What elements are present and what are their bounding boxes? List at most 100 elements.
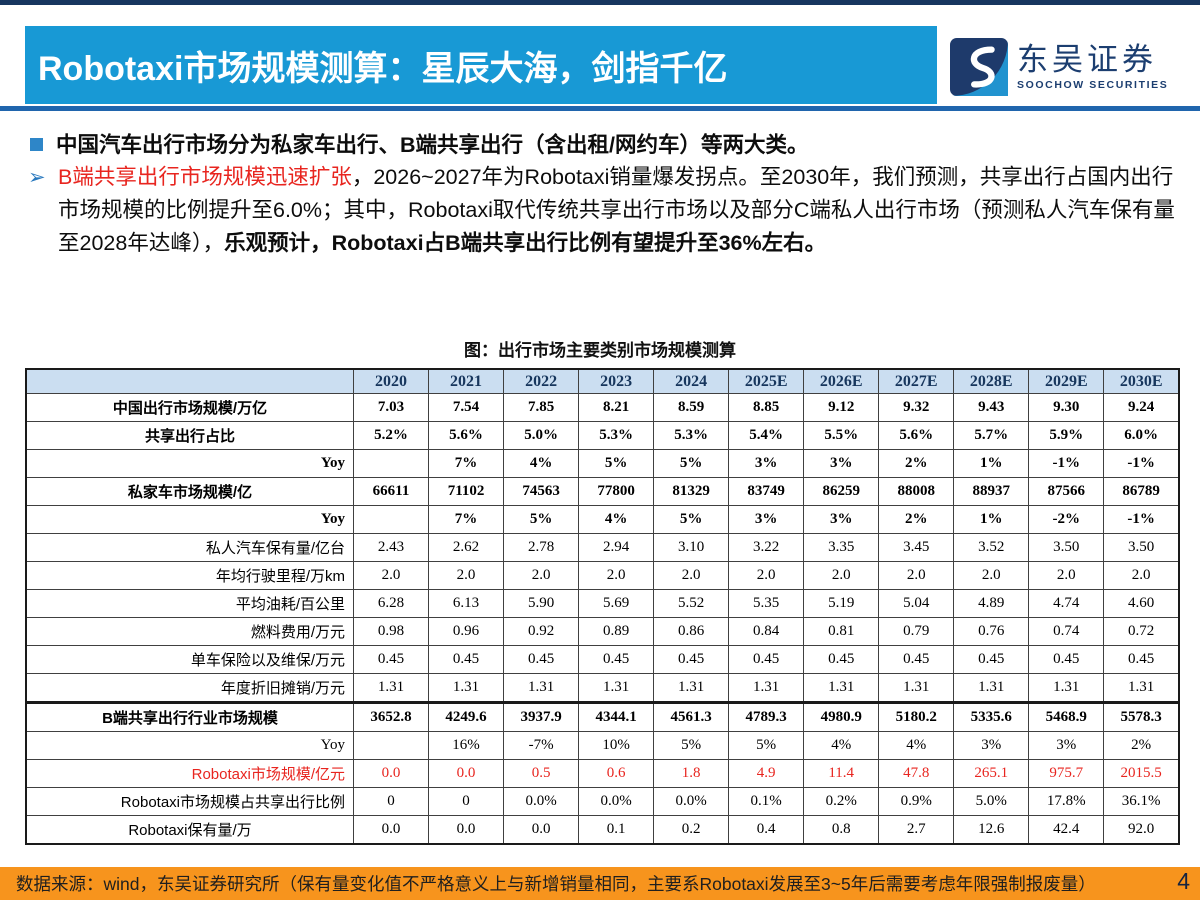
- table-cell: -1%: [1028, 449, 1105, 478]
- table-cell: 3652.8: [352, 701, 430, 732]
- table-cell: 0.9%: [878, 787, 955, 816]
- row-label: 共享出行占比: [25, 421, 354, 450]
- table-cell: 87566: [1028, 477, 1105, 506]
- table-cell: 2%: [1103, 731, 1180, 760]
- table-cell: 6.28: [352, 589, 430, 618]
- table-cell: 0.0%: [578, 787, 655, 816]
- table-cell: 0.79: [878, 617, 955, 646]
- table-row: 中国出行市场规模/万亿 7.03 7.54 7.85 8.21 8.59 8.85 9.12 9…: [25, 393, 1180, 422]
- page-title: Robotaxi市场规模测算：星辰大海，剑指千亿: [38, 49, 728, 88]
- table-cell: 9.43: [953, 393, 1030, 422]
- table-cell: 9.24: [1103, 393, 1180, 422]
- table-cell: 10%: [578, 731, 655, 760]
- table-cell: 0.45: [352, 645, 430, 674]
- table-cell: 7.03: [352, 393, 430, 422]
- row-label: B端共享出行行业市场规模: [25, 701, 354, 732]
- table-cell: 0.72: [1103, 617, 1180, 646]
- table-cell: 1.31: [428, 673, 505, 703]
- table-cell: 4%: [878, 731, 955, 760]
- table-cell: 4%: [578, 505, 655, 534]
- table-cell: 11.4: [803, 759, 880, 788]
- table-cell: 5.90: [503, 589, 580, 618]
- table-cell: 17.8%: [1028, 787, 1105, 816]
- arrow-bullet-icon: ➢: [28, 166, 46, 189]
- table-cell: 5%: [653, 505, 730, 534]
- row-label: Robotaxi市场规模/亿元: [25, 759, 354, 788]
- table-cell: 42.4: [1028, 815, 1105, 845]
- table-cell: 0.0%: [653, 787, 730, 816]
- row-label: Yoy: [25, 505, 354, 534]
- year-header: 2026E: [803, 368, 880, 394]
- year-header: 2020: [352, 368, 430, 394]
- table-cell: 1%: [953, 449, 1030, 478]
- table-cell: 7%: [428, 505, 505, 534]
- table-cell: -7%: [503, 731, 580, 760]
- table-cell: 0.1%: [728, 787, 805, 816]
- table-cell: 83749: [728, 477, 805, 506]
- table-cell: 5.69: [578, 589, 655, 618]
- table-cell: 1.31: [578, 673, 655, 703]
- table-cell: 7.85: [503, 393, 580, 422]
- table-cell: 0.0: [428, 759, 505, 788]
- table-cell: 2.0: [953, 561, 1030, 590]
- table-cell: 265.1: [953, 759, 1030, 788]
- table-header-row: 2020 2021 2022 2023 2024 2025E 2026E 2027E 2028E…: [25, 368, 1180, 394]
- table-cell: 0.45: [653, 645, 730, 674]
- table-row: 私人汽车保有量/亿台 2.43 2.62 2.78 2.94 3.10 3.22 3.35 3.…: [25, 533, 1180, 562]
- table-cell: 0.2: [653, 815, 730, 845]
- table-cell: 0.45: [878, 645, 955, 674]
- table-cell: 5.7%: [953, 421, 1030, 450]
- logo-text: 东吴证券 SOOCHOW SECURITIES: [1017, 44, 1168, 91]
- table-cell: 4789.3: [728, 701, 805, 732]
- row-label: 私人汽车保有量/亿台: [25, 533, 354, 562]
- bullet-2-bold: 乐观预计，Robotaxi占B端共享出行比例有望提升至36%左右。: [224, 231, 827, 255]
- table-cell: -1%: [1103, 505, 1180, 534]
- table-cell: 81329: [653, 477, 730, 506]
- table-cell: 0.45: [1028, 645, 1105, 674]
- table-cell: [352, 505, 430, 534]
- bullet-item-2: ➢ B端共享出行市场规模迅速扩张，2026~2027年为Robotaxi销量爆发…: [28, 161, 1188, 260]
- table-cell: 5180.2: [878, 701, 955, 732]
- table-cell: 0: [352, 787, 430, 816]
- table-cell: 92.0: [1103, 815, 1180, 845]
- bullet-item-1: 中国汽车出行市场分为私家车出行、B端共享出行（含出租/网约车）等两大类。: [28, 129, 1188, 161]
- table-corner-cell: [25, 368, 354, 394]
- table-cell: 4561.3: [653, 701, 730, 732]
- table-cell: 4344.1: [578, 701, 655, 732]
- table-cell: 3.10: [653, 533, 730, 562]
- table-row: Robotaxi保有量/万 0.0 0.0 0.0 0.1 0.2 0.4 0.8 2.7 12.…: [25, 815, 1180, 845]
- top-strip: [0, 0, 1200, 5]
- year-header: 2022: [503, 368, 580, 394]
- table-cell: 66611: [352, 477, 430, 506]
- table-row: 年均行驶里程/万km 2.0 2.0 2.0 2.0 2.0 2.0 2.0 2.0 2.0 2.0…: [25, 561, 1180, 590]
- table-cell: 4.9: [728, 759, 805, 788]
- table-cell: 2.0: [803, 561, 880, 590]
- row-label: 单车保险以及维保/万元: [25, 645, 354, 674]
- row-label: Yoy: [25, 731, 354, 760]
- table-cell: 0.0: [352, 815, 430, 845]
- table-cell: 7.54: [428, 393, 505, 422]
- table-title: 图：出行市场主要类别市场规模测算: [464, 341, 736, 360]
- page-number: 4: [1177, 868, 1190, 894]
- table-cell: 5335.6: [953, 701, 1030, 732]
- table-cell: 4.60: [1103, 589, 1180, 618]
- row-label: 年度折旧摊销/万元: [25, 673, 354, 703]
- table-cell: 2.0: [578, 561, 655, 590]
- table-cell: 6.13: [428, 589, 505, 618]
- table-cell: 77800: [578, 477, 655, 506]
- table-cell: 3937.9: [503, 701, 580, 732]
- table-row: Robotaxi市场规模占共享出行比例 0 0 0.0% 0.0% 0.0% 0.1% 0.2…: [25, 787, 1180, 816]
- table-cell: 1%: [953, 505, 1030, 534]
- table-cell: 0.8: [803, 815, 880, 845]
- table-cell: 3.35: [803, 533, 880, 562]
- table-cell: 0.45: [803, 645, 880, 674]
- table-cell: 2.43: [352, 533, 430, 562]
- table-cell: 88937: [953, 477, 1030, 506]
- table-cell: 1.31: [953, 673, 1030, 703]
- table-row: 私家车市场规模/亿 66611 71102 74563 77800 81329 83749 8…: [25, 477, 1180, 506]
- content-area: 中国汽车出行市场分为私家车出行、B端共享出行（含出租/网约车）等两大类。 ➢ B…: [28, 129, 1188, 260]
- table-cell: 0.45: [728, 645, 805, 674]
- table-cell: 5.3%: [653, 421, 730, 450]
- table-cell: 2.0: [1028, 561, 1105, 590]
